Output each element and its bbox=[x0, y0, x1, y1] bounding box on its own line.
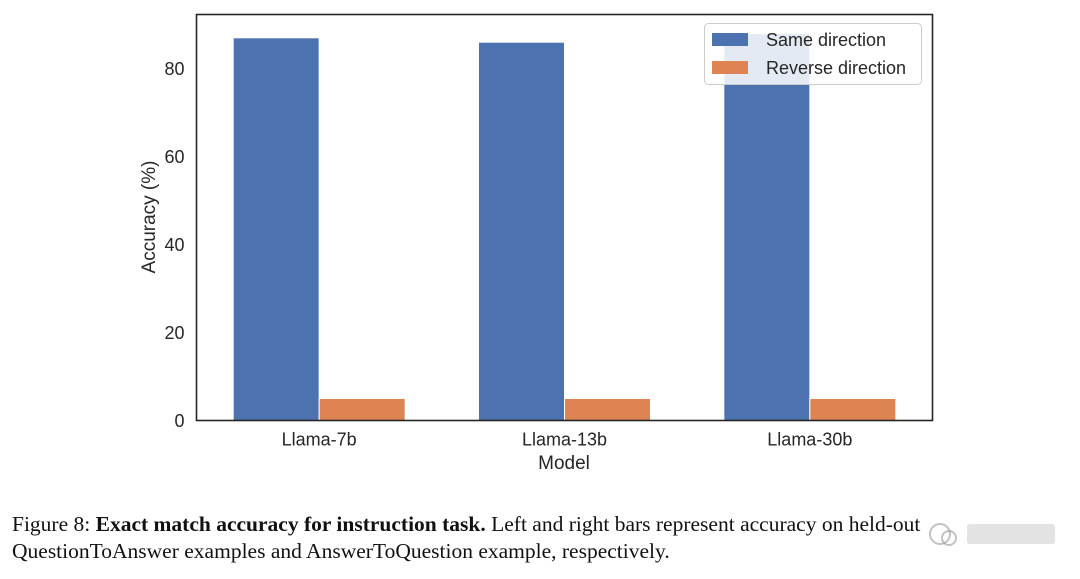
legend-swatch-same-direction bbox=[712, 33, 748, 46]
bars-layer bbox=[232, 32, 897, 422]
y-axis: 0 20 40 60 80 bbox=[164, 59, 184, 431]
plot-area-frame bbox=[195, 13, 934, 422]
y-tick-label: 40 bbox=[164, 235, 184, 255]
x-tick-label: Llama-13b bbox=[522, 430, 607, 450]
x-axis: Llama-7b Llama-13b Llama-30b bbox=[282, 430, 853, 450]
y-tick-label: 60 bbox=[164, 147, 184, 167]
caption-figure-label: Figure 8: bbox=[12, 512, 91, 536]
bar-same-direction-llama-30b bbox=[723, 32, 811, 422]
x-axis-label: Model bbox=[538, 453, 590, 474]
caption-bold-title: Exact match accuracy for instruction tas… bbox=[95, 512, 486, 536]
y-tick-label: 20 bbox=[164, 323, 184, 343]
x-tick-label: Llama-7b bbox=[282, 430, 357, 450]
bar-same-direction-llama-7b bbox=[232, 37, 320, 421]
bar-reverse-direction-llama-13b bbox=[564, 398, 651, 421]
x-tick-label: Llama-30b bbox=[767, 430, 852, 450]
figure-caption: Figure 8: Exact match accuracy for instr… bbox=[12, 511, 1072, 565]
bar-reverse-direction-llama-30b bbox=[809, 398, 897, 421]
bar-chart: 0 20 40 60 80 Llama-7b Llama-13b Llama-30b Acc… bbox=[139, 13, 934, 474]
legend: Same direction Reverse direction bbox=[704, 23, 922, 85]
legend-label-reverse-direction: Reverse direction bbox=[766, 58, 906, 78]
y-tick-label: 0 bbox=[174, 411, 184, 431]
y-axis-label: Accuracy (%) bbox=[139, 161, 160, 274]
bar-reverse-direction-llama-7b bbox=[318, 398, 406, 421]
legend-frame bbox=[704, 23, 922, 85]
caption-text: Left and right bars represent accuracy o… bbox=[12, 512, 921, 563]
legend-swatch-reverse-direction bbox=[712, 61, 748, 74]
legend-label-same-direction: Same direction bbox=[766, 30, 886, 50]
bar-same-direction-llama-13b bbox=[478, 41, 565, 421]
y-tick-label: 80 bbox=[164, 59, 184, 79]
